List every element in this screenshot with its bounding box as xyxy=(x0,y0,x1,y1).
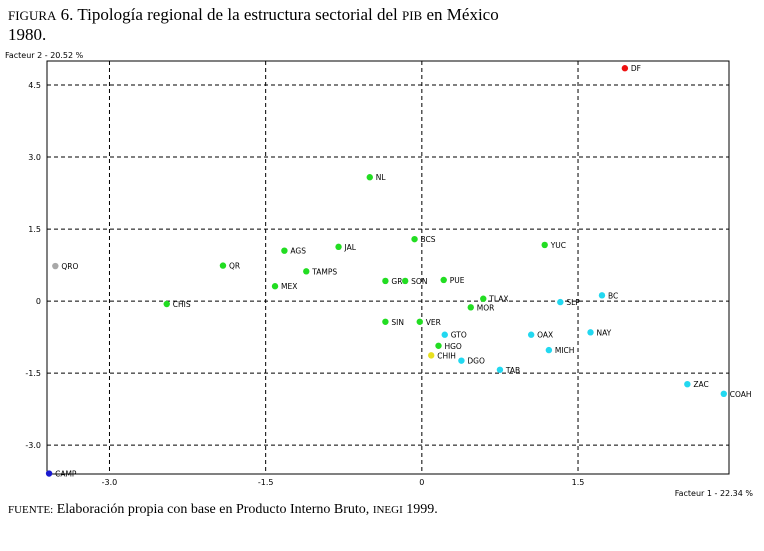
point-label-chih: CHIH xyxy=(437,351,456,360)
plot-frame xyxy=(46,60,730,475)
point-tlax xyxy=(480,295,487,302)
point-label-bc: BC xyxy=(608,291,618,300)
figure-title-year: 1980. xyxy=(8,25,47,44)
point-label-tab: TAB xyxy=(505,366,520,375)
point-gto xyxy=(441,331,448,338)
point-ver xyxy=(416,318,423,325)
figure-title-text-1: Tipología regional de la estructura sect… xyxy=(77,5,398,24)
point-label-qro: QRO xyxy=(61,262,78,271)
point-tab xyxy=(496,366,504,373)
point-label-mex: MEX xyxy=(281,282,297,291)
point-slp xyxy=(557,298,564,306)
figure-label: FIGURA xyxy=(8,8,57,23)
point-label-jal: JAL xyxy=(344,243,357,252)
point-mich xyxy=(545,346,553,354)
point-mex xyxy=(271,283,279,290)
point-bc xyxy=(598,292,606,299)
x-tick-label: -3.0 xyxy=(102,478,118,487)
point-pue xyxy=(440,276,447,284)
x-tick-label: 0 xyxy=(419,478,424,487)
point-mor xyxy=(467,304,474,311)
point-yuc xyxy=(541,241,548,249)
point-chih xyxy=(428,352,435,359)
point-label-dgo: DGO xyxy=(467,357,485,366)
figure-title: FIGURA 6. Tipología regional de la estru… xyxy=(8,5,499,44)
point-label-chis: CHIS xyxy=(173,300,191,309)
data-points: DF NL BCS JAL YUC AGS QRO QR TAMPS GRO SON PUE MEX BC… xyxy=(45,64,752,479)
point-ags xyxy=(281,247,288,254)
point-qr xyxy=(219,262,227,269)
point-label-yuc: YUC xyxy=(550,241,566,250)
point-bcs xyxy=(411,235,418,243)
source-text: Elaboración propia con base en Producto … xyxy=(56,502,370,517)
point-label-slp: SLP xyxy=(566,298,580,307)
figure-title-acronym: PIB xyxy=(402,8,423,23)
point-son xyxy=(401,277,409,285)
point-label-oax: OAX xyxy=(537,331,553,340)
grid xyxy=(47,61,729,474)
point-nl xyxy=(366,174,373,181)
point-camp xyxy=(45,470,53,477)
point-label-pue: PUE xyxy=(450,276,465,285)
figure-title-text-2: en México xyxy=(426,5,499,24)
x-tick-label: 1.5 xyxy=(572,478,585,487)
y-tick-label: 1.5 xyxy=(28,225,41,234)
source-note: FUENTE: Elaboración propia con base en P… xyxy=(8,502,438,518)
point-label-bcs: BCS xyxy=(421,235,436,244)
point-label-nl: NL xyxy=(376,173,387,182)
point-label-gro: GRO xyxy=(391,277,408,286)
y-tick-label: -1.5 xyxy=(25,369,41,378)
axis-ticks: -3.0 -1.5 0 1.5 4.5 3.0 1.5 0 -1.5 -3.0 xyxy=(25,81,584,487)
point-zac xyxy=(684,380,691,388)
point-label-mor: MOR xyxy=(477,303,495,312)
source-label: FUENTE: xyxy=(8,504,54,516)
y-tick-label: 0 xyxy=(36,297,41,306)
point-dgo xyxy=(458,357,465,364)
x-tick-label: -1.5 xyxy=(258,478,274,487)
point-label-nay: NAY xyxy=(597,328,612,337)
point-label-gto: GTO xyxy=(451,331,467,340)
y-tick-label: 3.0 xyxy=(28,153,41,162)
point-label-sin: SIN xyxy=(391,318,404,327)
x-axis-label: Facteur 1 - 22.34 % xyxy=(675,489,754,498)
point-oax xyxy=(527,331,535,338)
point-label-son: SON xyxy=(411,277,427,286)
point-label-mich: MICH xyxy=(555,346,575,355)
source-org: INEGI xyxy=(372,504,403,516)
point-label-tamps: TAMPS xyxy=(311,267,337,276)
point-label-coah: COAH xyxy=(730,390,752,399)
figure-number: 6. xyxy=(60,5,74,24)
point-gro xyxy=(382,277,389,285)
y-tick-label: -3.0 xyxy=(25,441,41,450)
point-df xyxy=(621,65,629,72)
point-chis xyxy=(163,300,170,308)
point-label-tlax: TLAX xyxy=(488,295,508,304)
point-label-camp: CAMP xyxy=(55,470,77,479)
point-qro xyxy=(52,262,59,270)
point-label-ver: VER xyxy=(426,318,441,327)
source-year: 1999. xyxy=(406,502,438,517)
point-label-ags: AGS xyxy=(290,247,306,256)
point-label-zac: ZAC xyxy=(693,380,708,389)
point-label-qr: QR xyxy=(229,262,240,271)
point-jal xyxy=(335,243,342,251)
y-axis-label: Facteur 2 - 20.52 % xyxy=(5,51,84,60)
point-coah xyxy=(720,390,727,398)
point-nay xyxy=(587,329,594,336)
point-sin xyxy=(382,318,389,325)
point-label-hgo: HGO xyxy=(444,342,461,351)
y-tick-label: 4.5 xyxy=(28,81,41,90)
point-label-df: DF xyxy=(631,64,641,73)
point-hgo xyxy=(435,342,442,349)
point-tamps xyxy=(303,268,310,275)
